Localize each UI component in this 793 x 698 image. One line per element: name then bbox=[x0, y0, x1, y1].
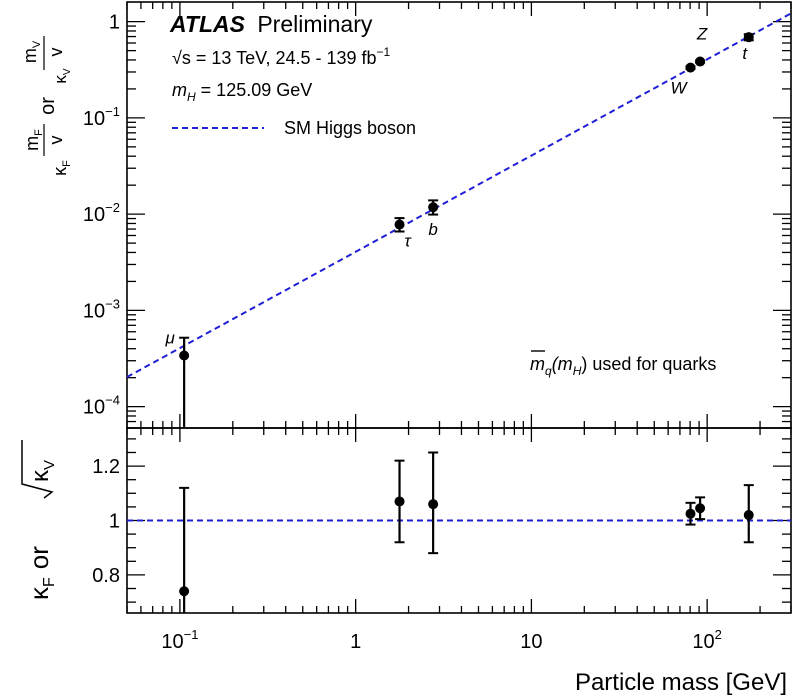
svg-text:κFor: κFor bbox=[24, 546, 58, 600]
svg-text:κV: κV bbox=[51, 68, 73, 84]
bottom-y-tick-labels: 0.8 1 1.2 bbox=[92, 456, 120, 587]
top-data-point bbox=[695, 56, 706, 67]
particle-label: μ bbox=[164, 328, 175, 347]
svg-text:or: or bbox=[37, 97, 59, 115]
x-tick-label: 10 bbox=[520, 631, 542, 653]
energy-label: √s = 13 TeV, 24.5 - 139 fb−1 bbox=[172, 45, 391, 68]
status-label: Preliminary bbox=[257, 11, 373, 37]
svg-text:v: v bbox=[46, 48, 66, 57]
bottom-y-tick-label: 0.8 bbox=[92, 565, 120, 587]
top-data-point bbox=[179, 350, 190, 361]
svg-text:mV: mV bbox=[20, 40, 43, 63]
bottom-data-point bbox=[428, 499, 439, 510]
bottom-data-point bbox=[743, 510, 754, 521]
bottom-data-point bbox=[179, 586, 190, 597]
top-panel-points bbox=[179, 32, 754, 428]
bottom-y-axis-title: κFor κV bbox=[21, 440, 58, 600]
top-y-tick-label: 10−2 bbox=[83, 200, 120, 226]
svg-text:κV: κV bbox=[27, 460, 58, 482]
top-y-tick-label: 10−3 bbox=[83, 296, 120, 322]
x-tick-label: 102 bbox=[692, 627, 721, 653]
top-data-point bbox=[428, 202, 439, 213]
x-tick-label: 1 bbox=[350, 631, 361, 653]
bottom-data-point bbox=[685, 508, 696, 519]
top-y-axis-title: mF v κF or mV v κV bbox=[20, 36, 73, 176]
top-y-tick-label: 10−4 bbox=[83, 393, 120, 419]
top-data-point bbox=[743, 32, 754, 43]
legend-label: SM Higgs boson bbox=[284, 118, 416, 138]
quark-mass-note: mq(mH) used for quarks bbox=[530, 354, 716, 378]
particle-label: Z bbox=[696, 25, 708, 44]
sm-higgs-line bbox=[126, 12, 792, 378]
particle-label: b bbox=[428, 220, 437, 239]
bottom-data-point bbox=[394, 496, 405, 507]
particle-labels: μ τb W Zt bbox=[164, 25, 748, 348]
bottom-panel-points bbox=[179, 451, 754, 613]
particle-label: t bbox=[742, 44, 748, 63]
experiment-name: ATLAS bbox=[169, 11, 246, 37]
top-panel-ticks bbox=[126, 2, 792, 429]
x-axis-title: Particle mass [GeV] bbox=[575, 669, 787, 696]
svg-text:κF: κF bbox=[50, 160, 73, 176]
top-y-tick-labels: 10−4 10−3 10−2 10−1 1 bbox=[83, 12, 120, 419]
top-y-tick-label: 1 bbox=[109, 12, 120, 34]
svg-text:mF: mF bbox=[22, 129, 45, 151]
bottom-data-point bbox=[695, 503, 706, 514]
particle-label: W bbox=[670, 79, 688, 98]
top-y-tick-label: 10−1 bbox=[83, 104, 120, 130]
atlas-label: ATLAS Preliminary bbox=[169, 11, 373, 37]
higgs-mass-label: mH = 125.09 GeV bbox=[172, 80, 312, 104]
top-data-point bbox=[685, 62, 696, 73]
bottom-y-tick-label: 1 bbox=[109, 511, 120, 533]
x-tick-label: 10−1 bbox=[161, 627, 198, 653]
particle-label: τ bbox=[404, 232, 412, 251]
x-tick-labels: 10−1 1 10 102 bbox=[161, 627, 722, 653]
svg-text:v: v bbox=[46, 136, 66, 145]
bottom-y-tick-label: 1.2 bbox=[92, 456, 120, 478]
bottom-panel-ticks bbox=[126, 428, 792, 613]
top-data-point bbox=[394, 219, 405, 230]
